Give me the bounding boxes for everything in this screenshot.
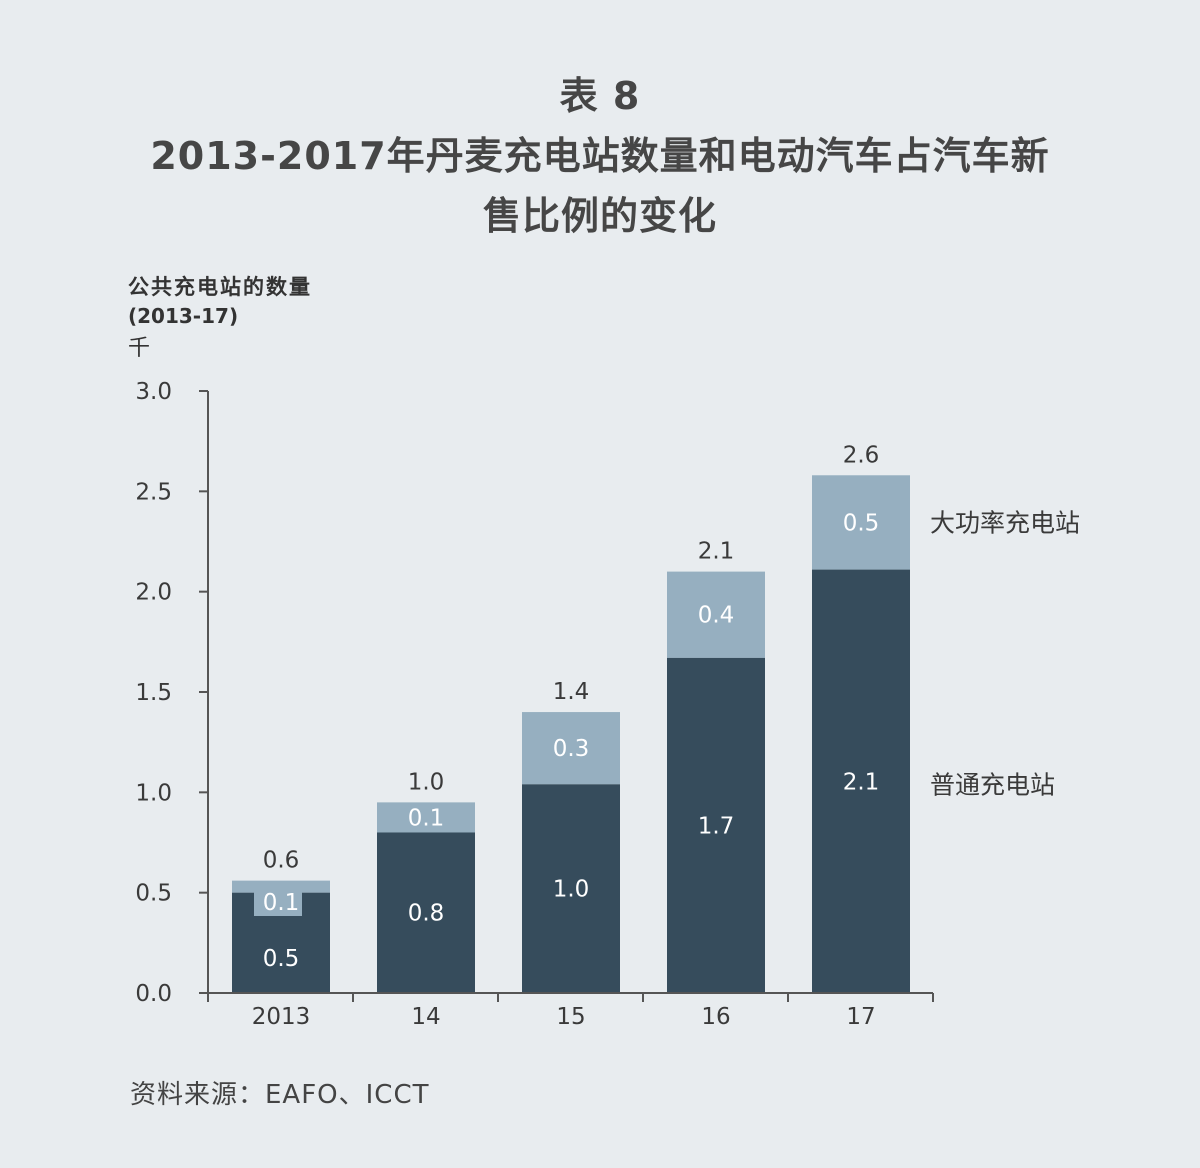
source-note: 资料来源：EAFO、ICCT: [130, 1080, 430, 1110]
bar-total-label-15: 1.4: [553, 679, 590, 705]
bar-total-label-14: 1.0: [408, 769, 445, 795]
bar-label-high-power-14: 0.1: [408, 805, 445, 831]
y-tick-label-1.5: 1.5: [135, 680, 172, 706]
legend-high-power: 大功率充电站: [930, 508, 1080, 537]
x-tick-label-15: 15: [556, 1004, 585, 1030]
y-tick-label-1.0: 1.0: [135, 780, 172, 806]
bar-label-normal-15: 1.0: [553, 877, 590, 903]
chart-title: 表 8 2013-2017年丹麦充电站数量和电动汽车占汽车新 售比例的变化: [0, 66, 1200, 246]
title-line-2: 2013-2017年丹麦充电站数量和电动汽车占汽车新: [150, 134, 1050, 178]
bar-total-label-2013: 0.6: [263, 848, 300, 874]
legend-normal: 普通充电站: [930, 770, 1055, 799]
title-line-1: 表 8: [559, 74, 641, 118]
y-tick-label-0.0: 0.0: [135, 981, 172, 1007]
bar-label-high-power-17: 0.5: [843, 510, 880, 536]
bar-high-power-17: [812, 475, 910, 570]
x-tick-label-17: 17: [846, 1004, 875, 1030]
bar-high-power-16: [667, 571, 765, 658]
bar-label-high-power-15: 0.3: [553, 736, 590, 762]
x-tick-label-2013: 2013: [252, 1004, 311, 1030]
x-tick-label-14: 14: [411, 1004, 440, 1030]
y-tick-label-2.5: 2.5: [135, 479, 172, 505]
bar-normal-17: [812, 569, 910, 993]
y-tick-label-3.0: 3.0: [135, 379, 172, 405]
x-tick-label-16: 16: [701, 1004, 730, 1030]
bar-normal-14: [377, 832, 475, 993]
bar-label-high-power-16: 0.4: [698, 603, 735, 629]
bar-normal-16: [667, 657, 765, 993]
y-axis-period: (2013-17): [128, 304, 239, 328]
bar-high-power-14: [377, 802, 475, 833]
bar-total-label-16: 2.1: [698, 539, 735, 565]
bar-normal-15: [522, 784, 620, 993]
bar-label-normal-17: 2.1: [843, 769, 880, 795]
y-tick-label-0.5: 0.5: [135, 881, 172, 907]
bar-high-power-15: [522, 712, 620, 785]
y-axis-unit: 千: [128, 336, 151, 361]
bar-label-normal-16: 1.7: [698, 813, 735, 839]
bar-label-high-power-2013: 0.1: [263, 890, 300, 916]
bar-high-power-label-bg-2013: [254, 888, 302, 916]
title-line-3: 售比例的变化: [482, 194, 717, 238]
y-axis-title: 公共充电站的数量: [128, 275, 312, 299]
y-tick-label-2.0: 2.0: [135, 580, 172, 606]
bar-label-normal-14: 0.8: [408, 901, 445, 927]
y-axis-header: 公共充电站的数量 (2013-17) 千: [128, 272, 312, 368]
bar-total-label-17: 2.6: [843, 442, 880, 468]
bar-label-normal-2013: 0.5: [263, 946, 300, 972]
